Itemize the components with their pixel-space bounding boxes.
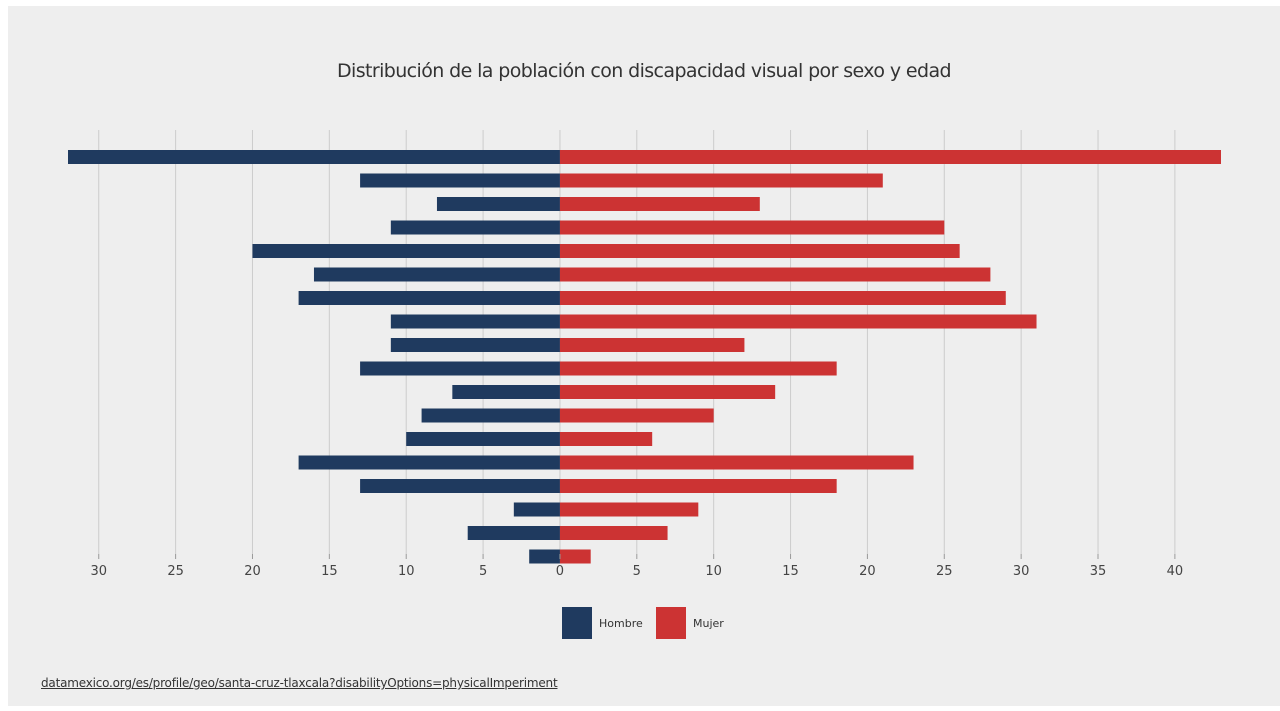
bar-mujer[interactable] bbox=[559, 314, 1037, 329]
bar-mujer[interactable] bbox=[559, 432, 653, 446]
bar-mujer[interactable] bbox=[559, 549, 591, 564]
bar-hombre[interactable] bbox=[360, 479, 560, 493]
bar-mujer[interactable] bbox=[559, 267, 991, 282]
bar-mujer[interactable] bbox=[559, 502, 699, 517]
tick-label: 40 bbox=[1167, 564, 1184, 579]
bar-hombre[interactable] bbox=[390, 314, 560, 329]
chart-panel: Distribución de la población con discapa… bbox=[8, 6, 1280, 706]
bar-mujer[interactable] bbox=[559, 455, 914, 470]
tick-label: 20 bbox=[244, 564, 261, 579]
bar-hombre[interactable] bbox=[360, 361, 560, 376]
bar-mujer[interactable] bbox=[559, 173, 883, 188]
bar-mujer[interactable] bbox=[559, 150, 1221, 164]
legend-swatch bbox=[656, 607, 686, 639]
bar-hombre[interactable] bbox=[529, 549, 560, 564]
legend-label: Mujer bbox=[693, 617, 724, 630]
bar-hombre[interactable] bbox=[360, 173, 560, 188]
tick-label: 0 bbox=[556, 564, 564, 579]
tick-label: 25 bbox=[167, 564, 184, 579]
bar-mujer[interactable] bbox=[559, 385, 776, 399]
tick-label: 35 bbox=[1090, 564, 1107, 579]
tick-label: 15 bbox=[782, 564, 799, 579]
bar-mujer[interactable] bbox=[559, 197, 760, 211]
tick-label: 5 bbox=[479, 564, 487, 579]
tick-label: 20 bbox=[859, 564, 876, 579]
bars bbox=[68, 150, 1221, 564]
legend-swatch bbox=[562, 607, 592, 639]
legend-label: Hombre bbox=[599, 617, 643, 630]
bar-hombre[interactable] bbox=[513, 502, 560, 517]
bar-mujer[interactable] bbox=[559, 361, 837, 376]
tick-label: 25 bbox=[936, 564, 953, 579]
legend[interactable]: Hombre Mujer bbox=[562, 607, 724, 639]
bar-mujer[interactable] bbox=[559, 291, 1006, 305]
tick-label: 30 bbox=[90, 564, 107, 579]
x-axis-ticks: 30 25 20 15 10 5 0 5 10 15 20 25 30 35 40 bbox=[90, 554, 1183, 579]
bar-mujer[interactable] bbox=[559, 338, 745, 352]
bar-hombre[interactable] bbox=[467, 526, 560, 540]
legend-item-hombre[interactable]: Hombre bbox=[562, 607, 643, 639]
chart-title: Distribución de la población con discapa… bbox=[337, 60, 951, 82]
bar-mujer[interactable] bbox=[559, 220, 945, 235]
tick-label: 15 bbox=[321, 564, 338, 579]
bar-hombre[interactable] bbox=[68, 150, 560, 164]
bar-hombre[interactable] bbox=[252, 244, 560, 258]
chart-svg: Distribución de la población con discapa… bbox=[68, 60, 1221, 639]
source-link[interactable]: datamexico.org/es/profile/geo/santa-cruz… bbox=[41, 676, 558, 690]
bar-hombre[interactable] bbox=[390, 338, 560, 352]
legend-item-mujer[interactable]: Mujer bbox=[656, 607, 724, 639]
bar-hombre[interactable] bbox=[452, 385, 560, 399]
tick-label: 5 bbox=[633, 564, 641, 579]
bar-mujer[interactable] bbox=[559, 408, 714, 423]
bar-hombre[interactable] bbox=[298, 455, 560, 470]
bar-mujer[interactable] bbox=[559, 244, 960, 258]
bar-hombre[interactable] bbox=[390, 220, 560, 235]
tick-label: 10 bbox=[705, 564, 722, 579]
bar-hombre[interactable] bbox=[313, 267, 560, 282]
bar-hombre[interactable] bbox=[421, 408, 560, 423]
bar-hombre[interactable] bbox=[406, 432, 560, 446]
bar-hombre[interactable] bbox=[298, 291, 560, 305]
bar-mujer[interactable] bbox=[559, 526, 668, 540]
tick-label: 10 bbox=[398, 564, 415, 579]
bar-hombre[interactable] bbox=[436, 197, 560, 211]
bar-mujer[interactable] bbox=[559, 479, 837, 493]
tick-label: 30 bbox=[1013, 564, 1030, 579]
